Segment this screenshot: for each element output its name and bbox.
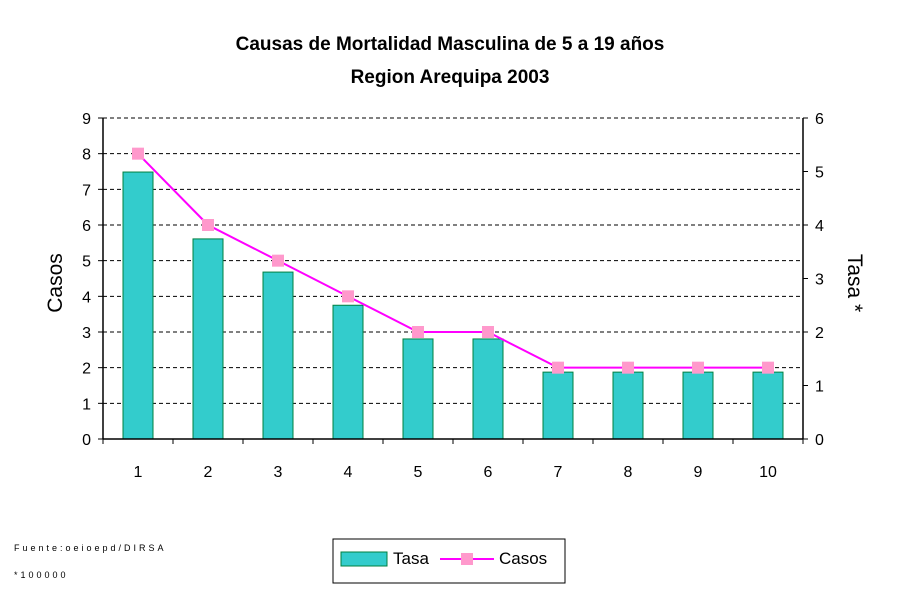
x-tick-label: 5 [414, 464, 423, 481]
legend-casos-label: Casos [499, 549, 547, 568]
y-tick-label: 3 [82, 325, 91, 342]
source-footnote: Fuente:oeioepd/DIRSA [14, 543, 167, 553]
marker-casos-1 [132, 147, 144, 160]
marker-casos-9 [692, 361, 704, 374]
chart-title: Causas de Mortalidad Masculina de 5 a 19… [236, 34, 665, 55]
marker-casos-6 [482, 326, 494, 338]
line-casos [137, 152, 768, 369]
y-tick-label: 6 [82, 218, 91, 235]
marker-casos-5 [412, 326, 424, 338]
bar-tasa-2 [192, 238, 224, 440]
y2-tick-label: 2 [815, 325, 824, 342]
marker-casos-8 [622, 361, 634, 374]
marker-casos-3 [272, 254, 284, 267]
x-tick-label: 1 [134, 464, 143, 481]
y-tick-label: 7 [82, 182, 91, 199]
bar-tasa-7 [542, 371, 574, 440]
x-tick-label: 2 [204, 464, 213, 481]
x-tick-label: 7 [554, 464, 563, 481]
bar-tasa-9 [682, 371, 714, 440]
bar-tasa-6 [472, 338, 504, 440]
y-axis-label: Casos [44, 253, 67, 313]
y2-tick-label: 4 [815, 218, 824, 235]
bar-tasa-8 [612, 371, 644, 440]
y2-tick-label: 0 [815, 432, 824, 449]
bar-tasa-3 [262, 271, 294, 440]
bar-tasa-1 [122, 171, 154, 440]
x-tick-label: 4 [344, 464, 353, 481]
y2-tick-label: 3 [815, 272, 824, 289]
x-tick-label: 6 [484, 464, 493, 481]
rate-footnote: *100000 [14, 570, 69, 580]
y-tick-label: 1 [82, 396, 91, 413]
legend-tasa-swatch [340, 551, 388, 567]
bar-tasa-4 [332, 304, 364, 440]
x-tick-label: 8 [624, 464, 633, 481]
y-tick-label: 8 [82, 147, 91, 164]
x-tick-label: 10 [759, 464, 777, 481]
y-tick-label: 9 [82, 111, 91, 128]
marker-casos-2 [202, 219, 214, 231]
legend: Tasa Casos [332, 538, 566, 584]
marker-casos-7 [552, 361, 564, 374]
marker-casos-10 [762, 361, 774, 374]
legend-casos-marker [461, 553, 473, 565]
legend-tasa-label: Tasa [393, 549, 429, 568]
y-tick-label: 0 [82, 432, 91, 449]
marker-casos-4 [342, 290, 354, 303]
x-tick-label: 9 [694, 464, 703, 481]
bar-tasa-10 [752, 371, 784, 440]
y-tick-label: 5 [82, 254, 91, 271]
y2-tick-label: 6 [815, 111, 824, 128]
y2-tick-label: 1 [815, 379, 824, 396]
bar-tasa-5 [402, 338, 434, 440]
y2-axis-label: Tasa * [843, 254, 866, 312]
chart-subtitle: Region Arequipa 2003 [351, 67, 550, 88]
y-tick-label: 4 [82, 289, 91, 306]
x-tick-label: 3 [274, 464, 283, 481]
y-tick-label: 2 [82, 361, 91, 378]
y2-tick-label: 5 [815, 165, 824, 182]
